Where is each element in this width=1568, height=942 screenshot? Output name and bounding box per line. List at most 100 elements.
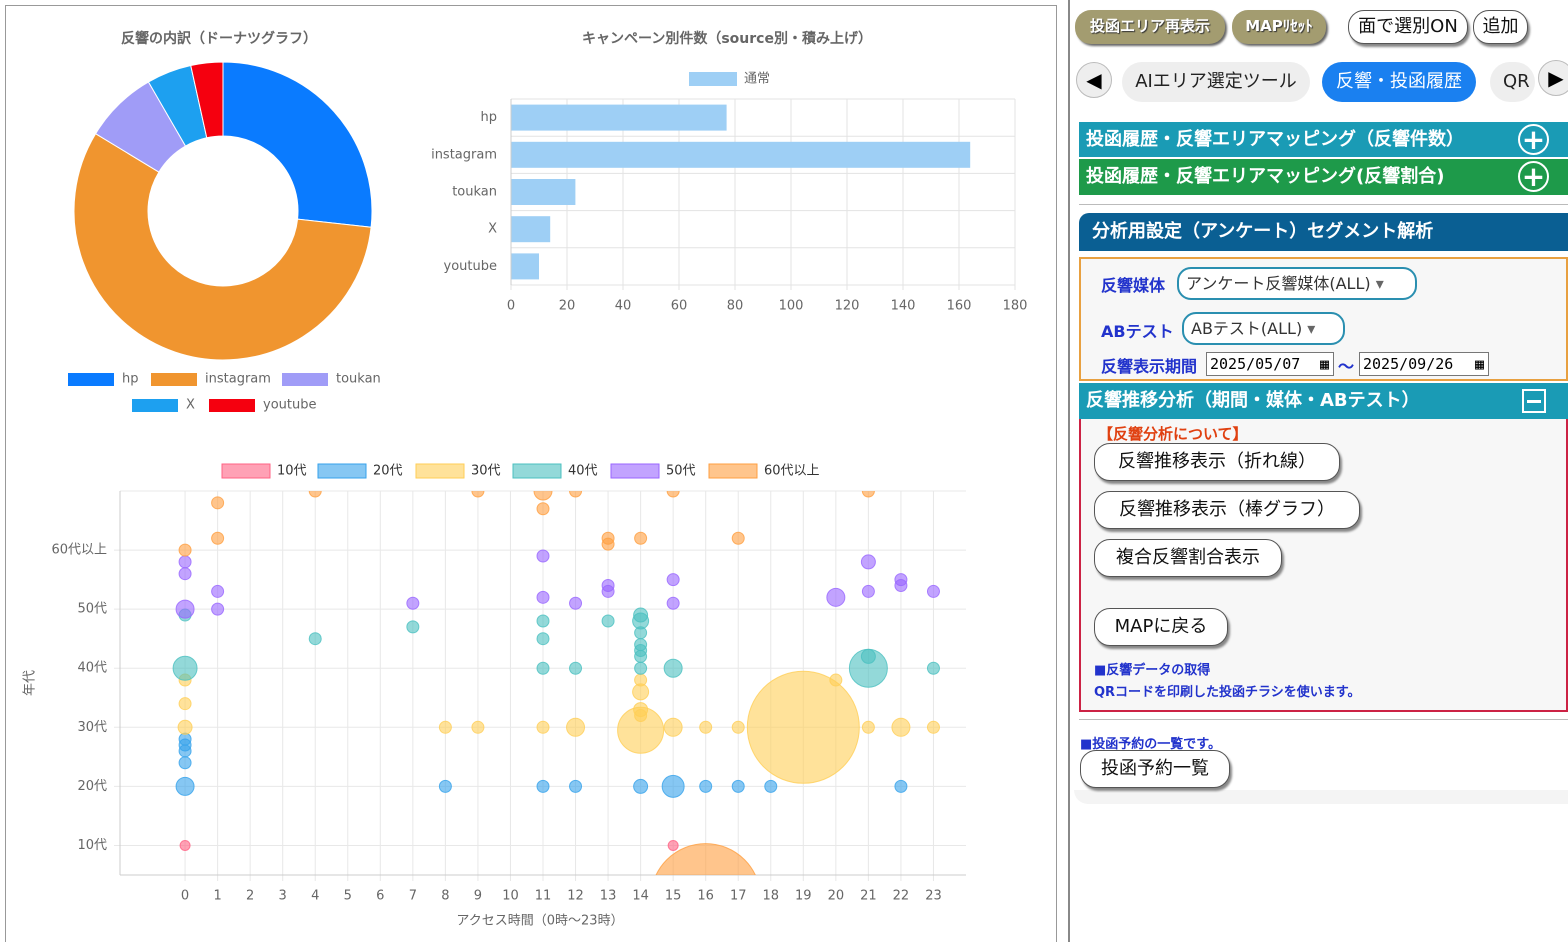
x-tick-label: 23 [925,889,942,904]
legend-label: 60代以上 [764,464,820,479]
bubble [536,502,550,516]
y-tick-label: 20代 [77,779,107,794]
bubble [406,620,420,634]
expand-icon[interactable]: + [1518,161,1549,192]
bubble [634,661,648,675]
button[interactable]: 投函予約一覧 [1080,750,1230,788]
button[interactable]: 複合反響割合表示 [1094,539,1282,577]
separator [1079,204,1568,205]
left-frame [5,5,1057,942]
tab-next[interactable]: ▶ [1538,60,1568,96]
accordion[interactable]: 投函履歴・反響エリアマッピング（反響件数） [1079,122,1568,157]
x-tick-label: 0 [507,299,515,314]
collapse-icon[interactable] [1522,389,1546,413]
bubble [663,658,683,678]
date-input[interactable]: 2025/05/07 ▦ [1206,352,1334,376]
bubble [894,779,908,793]
legend-label: youtube [263,398,316,413]
plot-area [172,491,940,875]
x-tick-label: 120 [835,299,860,314]
button[interactable]: 反響推移表示（棒グラフ） [1094,491,1360,529]
select-value: アンケート反響媒体(ALL) [1186,274,1371,293]
legend-label: 40代 [568,464,598,479]
bubble [533,491,553,501]
tab[interactable]: AIエリア選定ツール [1122,62,1310,102]
tab-active[interactable]: 反響・投函履歴 [1322,62,1476,102]
bubble [731,720,745,734]
bar [511,104,727,131]
button[interactable]: 投函エリア再表示 [1075,10,1225,44]
bar [511,216,551,243]
expand-icon[interactable]: + [1518,124,1549,155]
bubble [308,632,322,646]
bubble [178,732,192,746]
bubble [178,756,192,770]
section-header[interactable]: 反響推移分析（期間・媒体・ABテスト） [1079,383,1568,419]
bubble [536,632,550,646]
x-tick-label: 140 [891,299,916,314]
panel-bottom [1074,790,1568,804]
bubble [175,599,195,619]
y-tick-label: toukan [452,185,497,200]
bubble [634,649,648,663]
button[interactable]: 反響推移表示（折れ線） [1094,443,1340,481]
legend-label: instagram [205,372,271,387]
x-tick-label: 160 [947,299,972,314]
bubble [926,661,940,675]
x-tick-label: 20 [828,889,845,904]
bubble [601,584,615,598]
label: 反響表示期間 [1101,357,1198,376]
y-tick-label: instagram [431,147,497,162]
bubble [861,584,875,598]
accordion[interactable]: 投函履歴・反響エリアマッピング(反響割合) [1079,159,1568,195]
date-value: 2025/09/26 [1363,355,1454,373]
label: ABテスト [1101,322,1174,341]
select[interactable]: ABテスト(ALL) ▾ [1182,312,1345,345]
select-value: ABテスト(ALL) [1191,319,1303,338]
x-tick-label: 18 [762,889,779,904]
y-tick-label: 50代 [77,602,107,617]
legend-swatch [415,463,465,479]
note: ■投函予約の一覧です。 [1080,737,1221,752]
legend-swatch [282,373,328,386]
legend-swatch [708,463,758,479]
x-tick-label: 80 [727,299,744,314]
bubble [926,720,940,734]
bubble [175,776,195,796]
bubble [211,531,225,545]
tab[interactable]: QR [1490,62,1535,102]
button[interactable]: 面で選別ON [1348,10,1468,44]
x-tick-label: 20 [559,299,576,314]
x-tick-label: 5 [344,889,352,904]
x-tick-label: 4 [311,889,319,904]
button[interactable]: 追加 [1473,10,1528,44]
bar [511,179,576,205]
bubble [731,531,745,545]
bubble [663,717,683,737]
bubble [829,673,843,687]
legend-swatch [317,463,367,479]
bubble [211,602,225,616]
bubble [861,720,875,734]
button[interactable]: MAPﾘｾｯﾄ [1232,10,1326,44]
x-tick-label: 21 [860,889,877,904]
legend-swatch [221,463,271,479]
bubble [211,496,225,510]
date-input[interactable]: 2025/09/26 ▦ [1359,352,1489,376]
select[interactable]: アンケート反響媒体(ALL) ▾ [1177,267,1417,300]
bubble [569,661,583,675]
bubble [471,720,485,734]
bubble [406,596,420,610]
bubble [178,697,192,711]
y-tick-label: 60代以上 [51,543,107,558]
legend-swatch [512,463,562,479]
x-tick-label: 1 [213,889,221,904]
bubble [826,587,846,607]
separator [1079,719,1568,720]
bubble [211,584,225,598]
tab-prev[interactable]: ◀ [1076,62,1112,98]
bubble [667,839,679,851]
bubble [178,555,192,569]
button[interactable]: MAPに戻る [1094,608,1228,646]
bubble [655,843,756,875]
